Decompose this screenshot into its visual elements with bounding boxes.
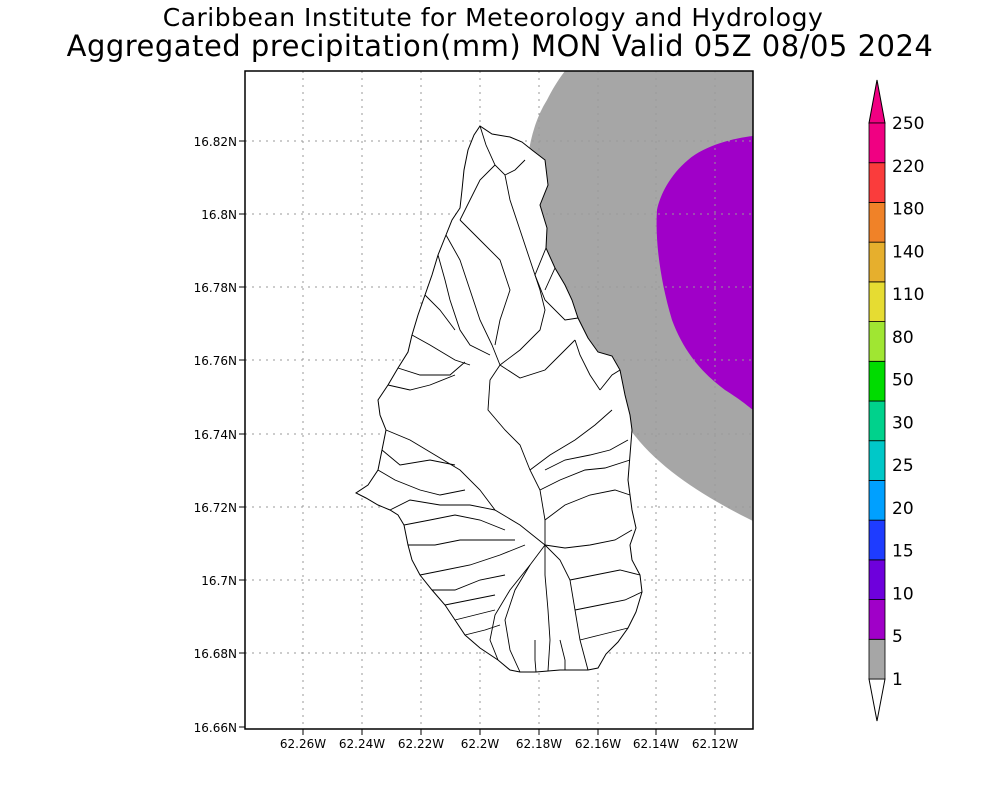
colorbar-segment (868, 559, 886, 600)
title-line-2: Aggregated precipitation(mm) MON Valid 0… (66, 29, 934, 63)
colorbar-label: 5 (892, 627, 903, 647)
y-tick-label: 16.74N (194, 428, 237, 442)
x-tick-label: 62.12W (692, 737, 738, 751)
title-line-1: Caribbean Institute for Meteorology and … (162, 3, 824, 32)
colorbar-label: 110 (892, 285, 924, 305)
colorbar-segment (868, 400, 886, 442)
island-coastline (355, 125, 643, 673)
colorbar-segments (868, 122, 886, 680)
x-tick-label: 62.18W (516, 737, 562, 751)
colorbar-segment (868, 202, 886, 243)
y-tick-label: 16.82N (194, 135, 237, 149)
colorbar-segment (868, 440, 886, 481)
colorbar-segment (868, 162, 886, 203)
colorbar-segment (868, 480, 886, 521)
colorbar-label: 80 (892, 328, 914, 348)
colorbar-segment (868, 321, 886, 362)
y-tick-label: 16.66N (194, 721, 237, 735)
colorbar-label: 50 (892, 371, 914, 391)
colorbar-label: 10 (892, 584, 914, 604)
colorbar-label: 220 (892, 157, 924, 177)
colorbar-segment (868, 241, 886, 283)
precip-5-10mm-area (656, 136, 753, 410)
colorbar-label: 140 (892, 242, 924, 262)
precip-shading (526, 71, 753, 521)
y-tick-label: 16.72N (194, 501, 237, 515)
y-axis-labels: 16.82N 16.8N 16.78N 16.76N 16.74N 16.72N… (194, 135, 237, 735)
colorbar-label: 1 (892, 670, 903, 690)
colorbar-segment (868, 519, 886, 561)
x-tick-label: 62.26W (280, 737, 326, 751)
y-tick-label: 16.76N (194, 354, 237, 368)
x-tick-label: 62.14W (633, 737, 679, 751)
axis-ticks (239, 140, 716, 735)
x-tick-label: 62.2W (461, 737, 500, 751)
colorbar-segment (868, 599, 886, 640)
y-tick-label: 16.8N (201, 208, 237, 222)
x-tick-label: 62.16W (575, 737, 621, 751)
colorbar-segment (868, 360, 886, 402)
colorbar-under-triangle (868, 678, 886, 722)
colorbar-over-triangle (868, 79, 886, 124)
colorbar-segment (868, 638, 886, 680)
island-map (355, 125, 643, 673)
colorbar-label: 25 (892, 456, 914, 476)
colorbar-label: 250 (892, 114, 924, 134)
colorbar-label: 20 (892, 499, 914, 519)
colorbar-label: 30 (892, 413, 914, 433)
colorbar-segment (868, 122, 886, 164)
watershed-boundaries (377, 125, 643, 673)
colorbar-label: 15 (892, 542, 914, 562)
x-tick-label: 62.22W (398, 737, 444, 751)
plot-frame (244, 70, 754, 730)
y-tick-label: 16.68N (194, 647, 237, 661)
x-axis-labels: 62.26W 62.24W 62.22W 62.2W 62.18W 62.16W… (280, 737, 738, 751)
colorbar-label: 180 (892, 200, 924, 220)
x-tick-label: 62.24W (339, 737, 385, 751)
y-tick-label: 16.7N (201, 574, 237, 588)
y-tick-label: 16.78N (194, 281, 237, 295)
colorbar-segment (868, 281, 886, 322)
